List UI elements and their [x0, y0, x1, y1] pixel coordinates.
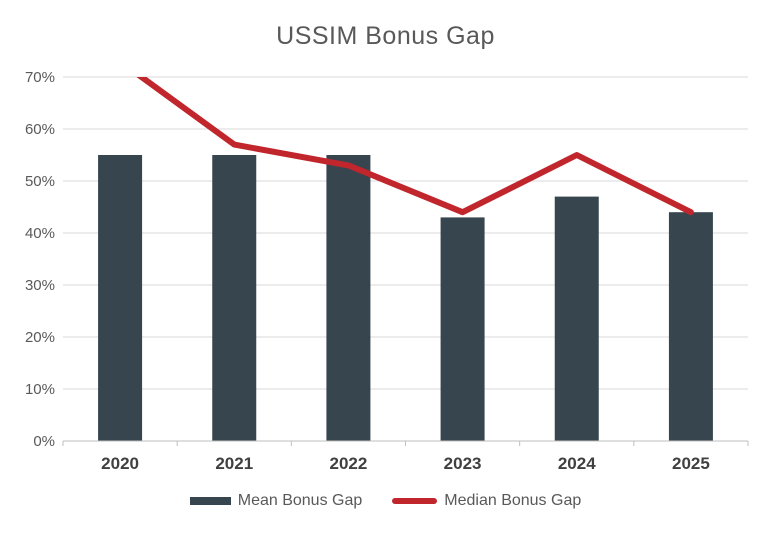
bar-2020 [98, 155, 143, 441]
y-tick-label: 30% [25, 277, 55, 294]
legend-item-mean: Mean Bonus Gap [189, 492, 363, 510]
x-axis-labels: 2020 2021 2022 2023 2024 2025 [101, 454, 710, 473]
y-tick-label: 60% [25, 121, 55, 138]
x-tick-label-2025: 2025 [672, 454, 710, 473]
y-tick-label: 20% [25, 329, 55, 346]
x-tick-label-2023: 2023 [444, 454, 482, 473]
bar-2024 [554, 196, 599, 441]
x-tick-label-2024: 2024 [558, 454, 596, 473]
y-tick-label: 0% [33, 433, 55, 450]
mean-bars [98, 155, 713, 441]
legend-item-median: Median Bonus Gap [392, 492, 581, 510]
gridlines [63, 76, 748, 390]
x-axis [62, 440, 749, 446]
x-tick-label-2022: 2022 [330, 454, 368, 473]
x-tick-label-2020: 2020 [101, 454, 139, 473]
bar-2025 [668, 212, 713, 441]
median-series-swatch-icon [392, 498, 438, 504]
legend-label-median: Median Bonus Gap [444, 492, 582, 509]
y-axis-labels: 0% 10% 20% 30% 40% 50% 60% 70% [25, 69, 55, 450]
bar-2022 [326, 155, 371, 441]
y-tick-label: 70% [25, 69, 55, 86]
bar-2021 [212, 155, 257, 441]
chart-title: USSIM Bonus Gap [276, 22, 495, 50]
x-tick-label-2021: 2021 [215, 454, 253, 473]
legend: Mean Bonus Gap Median Bonus Gap [0, 492, 771, 510]
y-tick-label: 10% [25, 381, 55, 398]
legend-label-mean: Mean Bonus Gap [237, 492, 363, 509]
bar-2023 [440, 217, 485, 441]
y-tick-label: 50% [25, 173, 55, 190]
median-line [136, 77, 694, 216]
plot-area: 0%10%20%30%40%50%60%70%2020 2021 2022 2023 2… [25, 69, 749, 473]
y-tick-label: 40% [25, 225, 55, 242]
mean-series-swatch-icon [189, 497, 231, 505]
